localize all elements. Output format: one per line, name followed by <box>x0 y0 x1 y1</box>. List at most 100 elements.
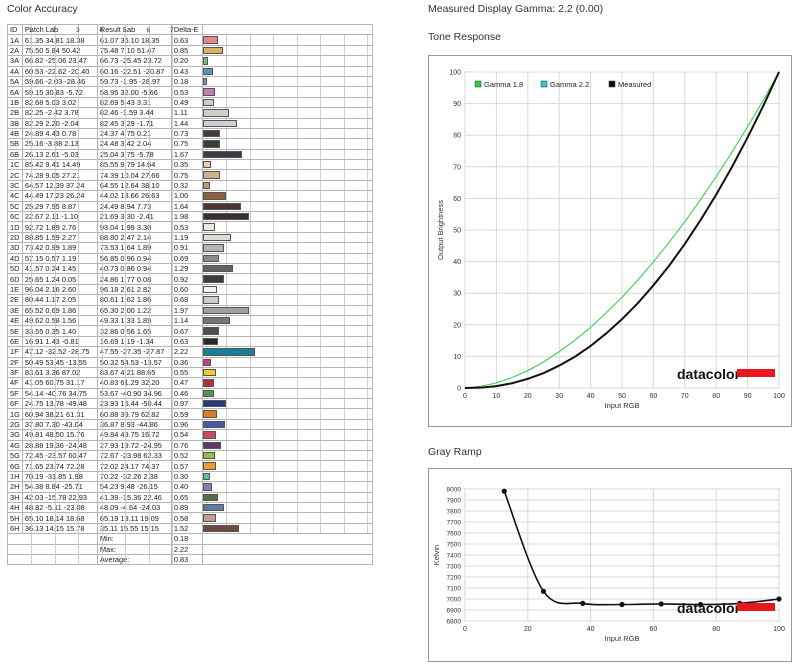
delta-e-bar-cell <box>201 96 373 109</box>
delta-e-value: 0.65 <box>170 491 203 503</box>
scale-gridline <box>226 87 228 97</box>
scale-gridline <box>367 451 369 460</box>
row-id: 2G <box>7 418 23 431</box>
scale-gridline <box>367 513 369 523</box>
result-lab: 35.11 15.55 15.15 <box>96 522 172 535</box>
scale-gridline <box>367 295 369 305</box>
delta-e-bar <box>203 171 221 179</box>
table-row: 1H 70.19 -31.85 1.98 70.22 -32.26 2.38 0.30 <box>7 470 373 483</box>
scale-gridline <box>226 285 228 294</box>
x-tick-label: 10 <box>493 393 501 400</box>
delta-e-bar <box>203 514 217 522</box>
delta-e-value: 0.69 <box>170 252 203 265</box>
scale-gridline <box>367 347 369 356</box>
delta-e-value: 1.00 <box>170 190 203 202</box>
scale-gridline <box>320 285 322 294</box>
x-axis-label: Input RGB <box>604 401 639 410</box>
delta-e-bar-cell <box>201 335 373 348</box>
summary-label: Min: <box>96 533 172 545</box>
scale-gridline <box>320 368 322 377</box>
result-lab: 60.16 -22.51 -20.87 <box>96 65 172 77</box>
scale-gridline <box>320 316 322 325</box>
scale-gridline <box>343 67 345 76</box>
delta-e-bar <box>203 327 219 335</box>
scale-gridline <box>296 399 298 408</box>
delta-e-bar <box>203 244 225 252</box>
scale-gridline <box>367 98 369 107</box>
x-tick-label: 40 <box>587 626 595 633</box>
result-lab: 72.67 -23.98 62.33 <box>96 449 172 462</box>
delta-e-bar-cell <box>201 439 373 452</box>
table-row: 1F 47.12 -32.52 -28.75 47.55 -27.35 -27.87… <box>7 346 373 358</box>
scale-gridline <box>249 524 251 533</box>
scale-gridline <box>367 316 369 325</box>
patch-lab: 88.85 1.59 2.27 <box>21 231 98 244</box>
scale-gridline <box>296 233 298 242</box>
scale-gridline <box>320 98 322 107</box>
scale-gridline <box>226 67 228 76</box>
scale-gridline <box>367 264 369 273</box>
table-row: 2G 37.80 7.30 -43.04 36.87 8.93 -44.86 0.96 <box>7 418 373 431</box>
patch-lab: 66.82 -25.06 23.47 <box>21 55 98 67</box>
delta-e-bar-cell <box>201 107 373 119</box>
summary-spacer <box>7 533 98 545</box>
scale-gridline <box>320 108 322 117</box>
scale-gridline <box>249 451 251 460</box>
scale-gridline <box>226 358 228 367</box>
delta-e-value: 0.75 <box>170 169 203 181</box>
delta-e-bar <box>203 46 223 55</box>
scale-gridline <box>273 441 275 450</box>
delta-e-value: 0.43 <box>170 65 203 77</box>
scale-gridline <box>367 243 369 253</box>
scale-gridline <box>296 56 298 66</box>
table-row: 3E 65.52 0.69 1.86 65.30 2.00 1.22 1.97 <box>7 304 373 316</box>
kelvin-point <box>619 601 625 608</box>
delta-e-bar-cell <box>201 501 373 514</box>
scale-gridline <box>273 212 275 221</box>
scale-gridline <box>226 430 228 440</box>
delta-e-bar-cell <box>201 491 373 503</box>
scale-gridline <box>296 35 298 45</box>
scale-gridline <box>273 46 275 55</box>
table-row: 5F 54.14 -40.76 34.75 53.67 -40.90 34.96 0.… <box>7 387 373 400</box>
scale-gridline <box>320 35 322 45</box>
delta-e-bar <box>203 503 224 512</box>
y-tick-label: 7100 <box>447 586 462 593</box>
scale-gridline <box>249 326 251 336</box>
patch-lab: 83.61 3.36 87.02 <box>21 366 98 379</box>
patch-lab: 72.45 -23.57 60.47 <box>21 449 98 462</box>
delta-e-bar-cell <box>201 325 373 337</box>
delta-e-bar-cell <box>201 117 373 129</box>
table-row: 2A 75.50 5.84 50.42 75.48 7.10 51.47 0.85 <box>7 44 373 57</box>
scale-gridline <box>249 503 251 512</box>
scale-gridline <box>367 326 369 336</box>
delta-e-bar-cell <box>201 169 373 181</box>
scale-gridline <box>367 378 369 388</box>
row-id: 4A <box>7 65 23 77</box>
delta-e-bar <box>203 213 250 221</box>
summary-value: 0.83 <box>170 553 203 566</box>
delta-e-value: 0.63 <box>170 34 203 46</box>
delta-e-bar <box>203 129 220 138</box>
scale-gridline <box>296 222 298 232</box>
scale-gridline <box>343 347 345 356</box>
x-tick-label: 100 <box>773 393 785 400</box>
scale-gridline <box>273 347 275 356</box>
delta-e-bar <box>203 264 234 273</box>
delta-e-bar <box>203 275 225 283</box>
scale-gridline <box>320 222 322 232</box>
scale-gridline <box>226 461 228 471</box>
scale-gridline <box>320 326 322 336</box>
delta-e-value: 0.32 <box>170 179 203 192</box>
scale-gridline <box>320 254 322 263</box>
result-lab: 25.04 3.75 -5.78 <box>96 148 172 161</box>
delta-e-bar-cell <box>201 387 373 400</box>
scale-gridline <box>343 108 345 117</box>
scale-gridline <box>367 77 369 86</box>
scale-gridline <box>273 274 275 284</box>
delta-e-bar <box>203 337 218 346</box>
row-id: 3B <box>7 117 23 129</box>
summary-value: 2.22 <box>170 543 203 555</box>
scale-gridline <box>249 108 251 117</box>
